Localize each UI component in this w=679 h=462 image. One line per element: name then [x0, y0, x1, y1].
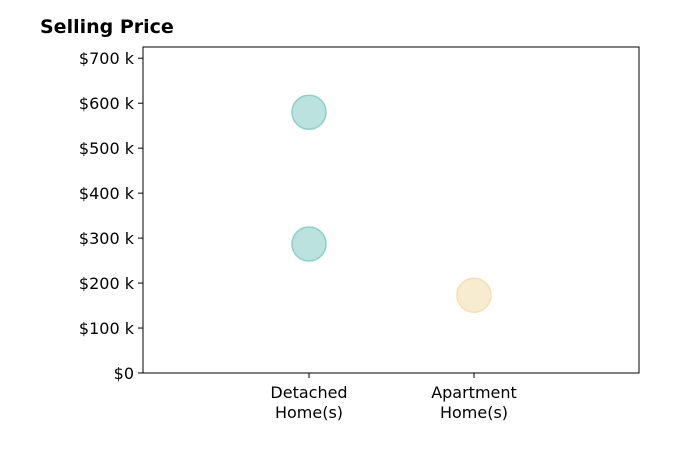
- x-tick-label: Home(s): [275, 403, 343, 422]
- x-tick-label: Apartment: [431, 383, 517, 402]
- data-points: [291, 94, 492, 313]
- y-axis: $0 $100 k $200 k $300 k $400 k $500 k $600 k $7…: [79, 49, 143, 383]
- y-tick-label: $300 k: [79, 229, 135, 248]
- x-tick-label: Detached: [270, 383, 347, 402]
- y-tick-label: $700 k: [79, 49, 135, 68]
- data-point: [291, 226, 327, 262]
- y-tick-label: $200 k: [79, 274, 135, 293]
- y-tick-label: $600 k: [79, 94, 135, 113]
- y-tick-label: $100 k: [79, 319, 135, 338]
- y-tick-label: $0: [114, 364, 134, 383]
- y-tick-label: $400 k: [79, 184, 135, 203]
- plot-area-frame: [142, 46, 640, 374]
- chart-title: Selling Price: [40, 16, 174, 38]
- data-point: [456, 277, 492, 313]
- data-point: [291, 94, 327, 130]
- y-tick-label: $500 k: [79, 139, 135, 158]
- x-tick-label: Home(s): [440, 403, 508, 422]
